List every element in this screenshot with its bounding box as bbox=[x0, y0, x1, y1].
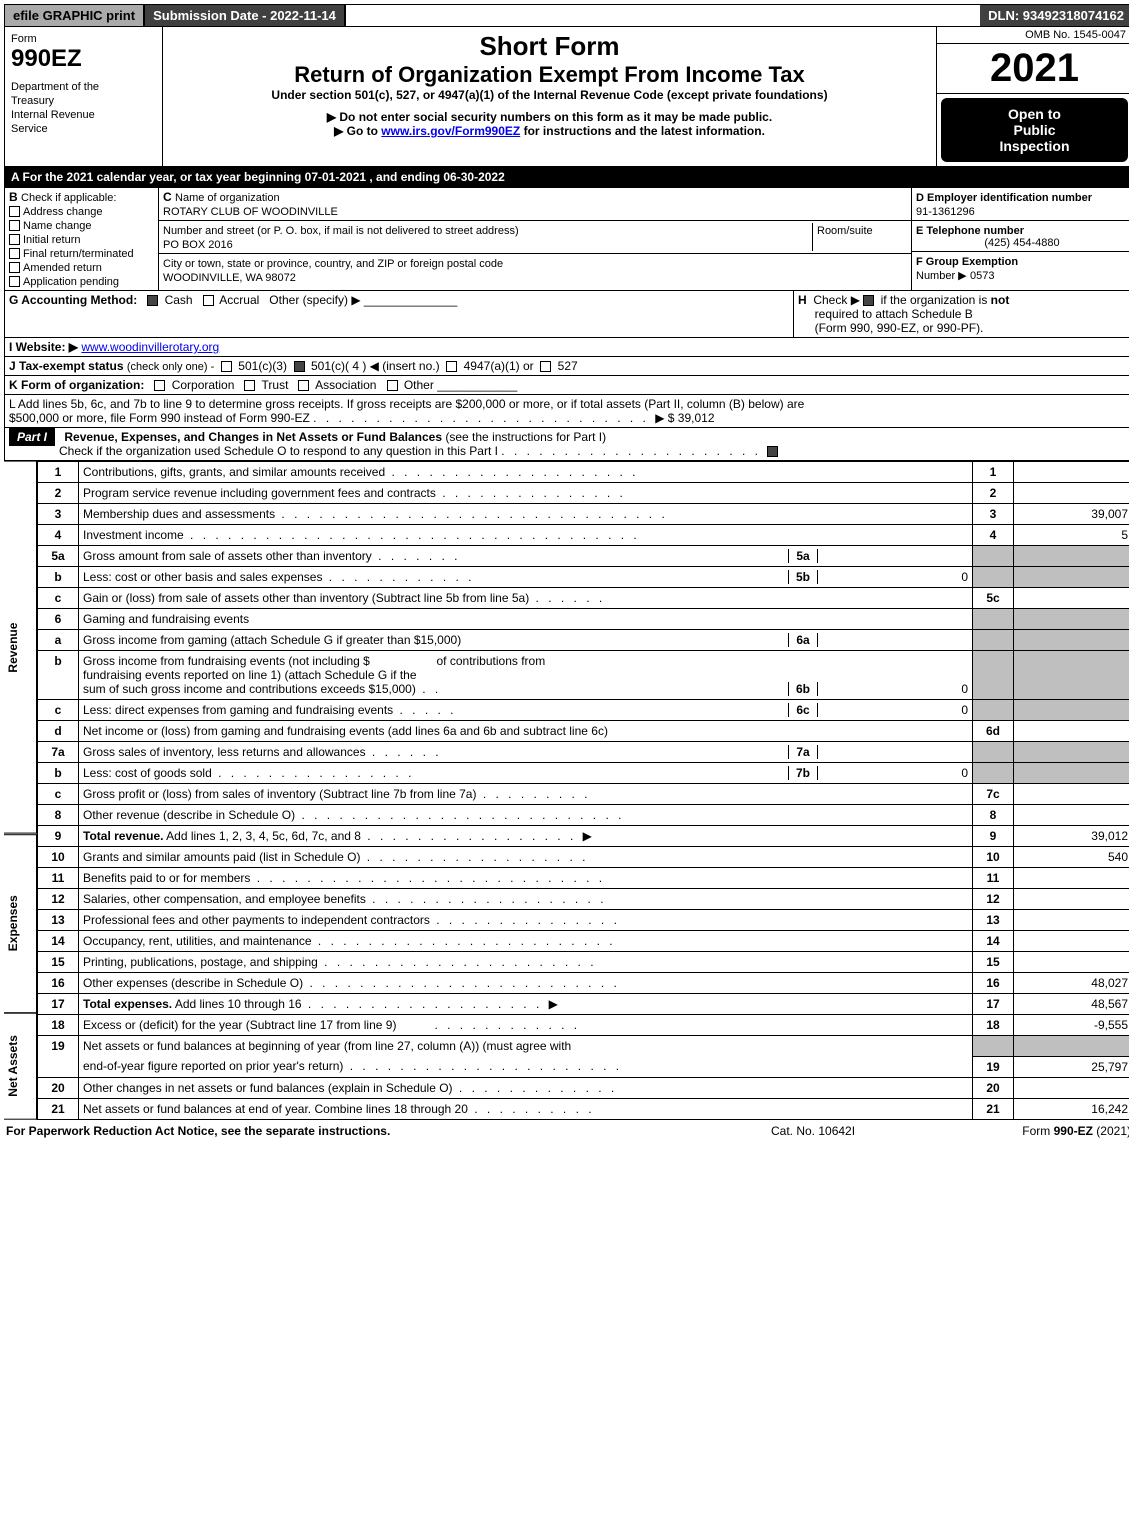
k-other[interactable]: Other bbox=[404, 378, 434, 392]
topbar: efile GRAPHIC print Submission Date - 20… bbox=[4, 4, 1129, 27]
website-link[interactable]: www.woodinvillerotary.org bbox=[81, 340, 219, 354]
part-i-header: Part I Revenue, Expenses, and Changes in… bbox=[4, 428, 1129, 461]
org-name: ROTARY CLUB OF WOODINVILLE bbox=[163, 206, 338, 218]
l-gross-receipts: L Add lines 5b, 6c, and 7b to line 9 to … bbox=[4, 395, 1129, 428]
part-i-title: Revenue, Expenses, and Changes in Net As… bbox=[64, 430, 442, 444]
netassets-vtab: Net Assets bbox=[4, 1013, 37, 1120]
street-lbl: Number and street (or P. O. box, if mail… bbox=[163, 225, 519, 237]
b-opt-4[interactable]: Amended return bbox=[23, 262, 102, 274]
dept4: Service bbox=[11, 123, 48, 135]
schedule-o-checkbox[interactable] bbox=[767, 446, 778, 457]
open-to-public: Open toPublicInspection bbox=[941, 98, 1128, 162]
form-ref: Form 990-EZ (2021) bbox=[971, 1124, 1129, 1138]
h-check: Check ▶ bbox=[813, 293, 860, 307]
h-a: required to attach Schedule B bbox=[815, 307, 973, 321]
form-label: Form bbox=[11, 33, 37, 45]
city-lbl: City or town, state or province, country… bbox=[163, 258, 503, 270]
k-corp[interactable]: Corporation bbox=[172, 378, 235, 392]
expenses-vtab: Expenses bbox=[4, 834, 37, 1013]
g-label: G Accounting Method: bbox=[9, 293, 137, 307]
tax-year: 2021 bbox=[937, 44, 1129, 94]
f-group-hdr: F Group Exemption bbox=[916, 256, 1018, 268]
j-label: J Tax-exempt status bbox=[9, 359, 124, 373]
g-h-row: G Accounting Method: Cash Accrual Other … bbox=[4, 291, 1129, 338]
dln-label: DLN: 93492318074162 bbox=[980, 5, 1129, 26]
j-527[interactable]: 527 bbox=[558, 359, 578, 373]
l-text-b: $500,000 or more, file Form 990 instead … bbox=[9, 411, 310, 425]
lines-table: 1Contributions, gifts, grants, and simil… bbox=[37, 461, 1129, 1120]
k-trust[interactable]: Trust bbox=[262, 378, 289, 392]
dept2: Treasury bbox=[11, 95, 54, 107]
j-tax-exempt-row: J Tax-exempt status (check only one) - 5… bbox=[4, 357, 1129, 376]
telephone: (425) 454-4880 bbox=[916, 237, 1128, 249]
city: WOODINVILLE, WA 98072 bbox=[163, 272, 296, 284]
b-opt-0[interactable]: Address change bbox=[23, 206, 103, 218]
return-title: Return of Organization Exempt From Incom… bbox=[169, 62, 930, 88]
b-opt-3[interactable]: Final return/terminated bbox=[23, 248, 134, 260]
b-opt-1[interactable]: Name change bbox=[23, 220, 92, 232]
cat-no: Cat. No. 10642I bbox=[771, 1124, 971, 1138]
i-website-row: I Website: ▶ www.woodinvillerotary.org bbox=[4, 338, 1129, 357]
part-i-chk: Check if the organization used Schedule … bbox=[59, 444, 498, 458]
b-hdr: B bbox=[9, 190, 18, 204]
form-header: Form 990EZ Department of the Treasury In… bbox=[4, 27, 1129, 167]
short-form-title: Short Form bbox=[169, 31, 930, 62]
j-501c3[interactable]: 501(c)(3) bbox=[238, 359, 287, 373]
subtitle-2: ▶ Do not enter social security numbers o… bbox=[169, 110, 930, 124]
efile-print-btn[interactable]: efile GRAPHIC print bbox=[5, 5, 145, 26]
g-accrual[interactable]: Accrual bbox=[219, 293, 259, 307]
paperwork-notice: For Paperwork Reduction Act Notice, see … bbox=[6, 1124, 771, 1138]
part-i-note: (see the instructions for Part I) bbox=[445, 430, 606, 444]
ein: 91-1361296 bbox=[916, 206, 975, 218]
dept1: Department of the bbox=[11, 81, 99, 93]
b-opt-5[interactable]: Application pending bbox=[23, 276, 119, 288]
j-501c[interactable]: 501(c)( 4 ) ◀ (insert no.) bbox=[311, 359, 440, 373]
b-label: Check if applicable: bbox=[21, 192, 116, 204]
e-tel-hdr: E Telephone number bbox=[916, 225, 1024, 237]
revenue-vtab: Revenue bbox=[4, 461, 37, 834]
part-i-tab: Part I bbox=[9, 428, 55, 446]
line-a-period: A For the 2021 calendar year, or tax yea… bbox=[4, 167, 1129, 188]
room-lbl: Room/suite bbox=[817, 225, 873, 237]
g-other[interactable]: Other (specify) ▶ bbox=[269, 293, 360, 307]
org-info-block: B Check if applicable: Address change Na… bbox=[4, 188, 1129, 291]
l-text-a: L Add lines 5b, 6c, and 7b to line 9 to … bbox=[9, 397, 804, 411]
l-arrow: ▶ $ bbox=[655, 411, 674, 425]
f-number-lbl: Number ▶ bbox=[916, 270, 967, 282]
k-assoc[interactable]: Association bbox=[315, 378, 376, 392]
lines-wrapper: Revenue Expenses Net Assets 1Contributio… bbox=[4, 461, 1129, 1120]
h-b: (Form 990, 990-EZ, or 990-PF). bbox=[815, 321, 984, 335]
k-label: K Form of organization: bbox=[9, 378, 144, 392]
g-cash[interactable]: Cash bbox=[165, 293, 193, 307]
d-ein-hdr: D Employer identification number bbox=[916, 192, 1092, 204]
b-opt-2[interactable]: Initial return bbox=[23, 234, 80, 246]
k-form-org-row: K Form of organization: Corporation Trus… bbox=[4, 376, 1129, 395]
j-4947[interactable]: 4947(a)(1) or bbox=[464, 359, 534, 373]
i-label: I Website: ▶ bbox=[9, 340, 78, 354]
street: PO BOX 2016 bbox=[163, 239, 233, 251]
f-number: 0573 bbox=[970, 270, 994, 282]
form-number: 990EZ bbox=[11, 45, 82, 72]
subtitle-3: ▶ Go to www.irs.gov/Form990EZ for instru… bbox=[169, 124, 930, 138]
submission-date-btn[interactable]: Submission Date - 2022-11-14 bbox=[145, 5, 346, 26]
subtitle-1: Under section 501(c), 527, or 4947(a)(1)… bbox=[169, 88, 930, 102]
omb-number: OMB No. 1545-0047 bbox=[937, 27, 1129, 44]
l-val: 39,012 bbox=[678, 411, 715, 425]
c-name-lbl: Name of organization bbox=[175, 192, 280, 204]
footer: For Paperwork Reduction Act Notice, see … bbox=[4, 1120, 1129, 1142]
dept3: Internal Revenue bbox=[11, 109, 95, 121]
irs-link[interactable]: www.irs.gov/Form990EZ bbox=[381, 124, 520, 138]
